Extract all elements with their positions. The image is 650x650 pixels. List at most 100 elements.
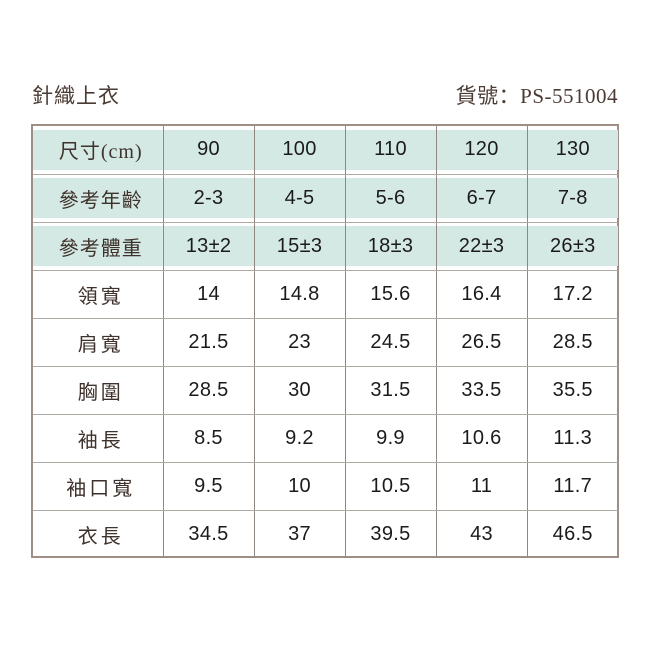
measurement-value: 31.5 [370,378,411,401]
measurement-cell: 37 [254,510,346,558]
measurement-cell: 24.5 [345,318,437,367]
measurement-cell: 8.5 [163,414,255,463]
measurement-value: 15.6 [370,282,411,305]
measurement-value: 17.2 [552,282,593,305]
size-label: 120 [464,138,499,161]
row-label-cell: 袖長 [33,414,164,463]
measurement-cell: 43 [436,510,528,558]
size-table-container: 尺寸(cm) 90 100 110 120 130 參考年齡 2-3 4-5 5-6 6-7 7-8 參… [31,124,619,558]
measurement-value: 28.5 [188,378,229,401]
measurement-cell: 9.2 [254,414,346,463]
measurement-value: 8.5 [194,426,223,449]
measurement-value: 28.5 [552,330,593,353]
size-header-cell: 100 [254,126,346,175]
size-header-cell: 90 [163,126,255,175]
measurement-cell: 28.5 [163,366,255,415]
measurement-cell: 34.5 [163,510,255,558]
measurement-cell: 18±3 [345,222,437,271]
table-row: 胸圍 28.5 30 31.5 33.5 35.5 [33,366,618,415]
measurement-value: 5-6 [375,186,406,209]
measurement-value: 18±3 [367,234,414,257]
table-row: 袖長 8.5 9.2 9.9 10.6 11.3 [33,414,618,463]
measurement-cell: 39.5 [345,510,437,558]
measurement-cell: 15±3 [254,222,346,271]
row-label: 袖口寬 [66,477,136,500]
measurement-cell: 11 [436,462,528,511]
measurement-value: 11 [470,474,493,497]
table-row: 袖口寬 9.5 10 10.5 11 11.7 [33,462,618,511]
table-row: 參考年齡 2-3 4-5 5-6 6-7 7-8 [33,174,618,223]
size-table: 尺寸(cm) 90 100 110 120 130 參考年齡 2-3 4-5 5-6 6-7 7-8 參… [33,126,618,558]
measurement-cell: 10 [254,462,346,511]
size-label: 110 [374,138,407,161]
measurement-cell: 9.9 [345,414,437,463]
row-label: 領寬 [77,285,124,308]
measurement-value: 2-3 [193,186,224,209]
measurement-cell: 16.4 [436,270,528,319]
measurement-value: 13±2 [185,234,232,257]
row-label: 胸圍 [77,381,124,404]
measurement-cell: 11.7 [527,462,618,511]
row-label-cell: 胸圍 [33,366,164,415]
measurement-cell: 17.2 [527,270,618,319]
measurement-cell: 15.6 [345,270,437,319]
measurement-cell: 21.5 [163,318,255,367]
table-row: 領寬 14 14.8 15.6 16.4 17.2 [33,270,618,319]
measurement-value: 24.5 [370,330,411,353]
measurement-value: 14.8 [279,282,320,305]
row-label: 參考年齡 [58,189,143,212]
table-row: 衣長 34.5 37 39.5 43 46.5 [33,510,618,558]
measurement-value: 7-8 [557,186,588,209]
product-name: 針織上衣 [32,84,120,108]
measurement-value: 22±3 [458,234,505,257]
row-label-cell: 袖口寬 [33,462,164,511]
size-label: 130 [555,138,590,161]
measurement-value: 4-5 [284,186,315,209]
measurement-value: 34.5 [188,522,229,545]
row-label-cell: 參考年齡 [33,174,164,223]
item-code: 貨號：PS-551004 [455,84,618,108]
measurement-cell: 2-3 [163,174,255,223]
measurement-value: 10.5 [370,474,411,497]
measurement-value: 23 [288,330,311,353]
measurement-cell: 26.5 [436,318,528,367]
size-header-cell: 120 [436,126,528,175]
measurement-cell: 22±3 [436,222,528,271]
measurement-value: 33.5 [461,378,502,401]
measurement-value: 26±3 [549,234,596,257]
row-label: 尺寸(cm) [58,141,143,164]
measurement-value: 9.2 [285,426,314,449]
measurement-cell: 14.8 [254,270,346,319]
measurement-cell: 30 [254,366,346,415]
measurement-cell: 7-8 [527,174,618,223]
measurement-cell: 31.5 [345,366,437,415]
row-label: 肩寬 [77,333,124,356]
row-label: 衣長 [77,525,124,548]
row-label-cell: 衣長 [33,510,164,558]
measurement-cell: 10.6 [436,414,528,463]
measurement-value: 43 [470,522,493,545]
measurement-cell: 13±2 [163,222,255,271]
row-label-cell: 尺寸(cm) [33,126,164,175]
measurement-cell: 26±3 [527,222,618,271]
measurement-cell: 9.5 [163,462,255,511]
measurement-value: 46.5 [552,522,593,545]
measurement-cell: 4-5 [254,174,346,223]
measurement-value: 9.9 [376,426,405,449]
measurement-cell: 11.3 [527,414,618,463]
measurement-value: 16.4 [461,282,502,305]
chart-header: 針織上衣 貨號：PS-551004 [32,78,618,112]
size-header-cell: 130 [527,126,618,175]
measurement-value: 14 [197,282,220,305]
table-header-row: 尺寸(cm) 90 100 110 120 130 [33,126,618,175]
size-label: 90 [197,138,220,161]
row-label-cell: 領寬 [33,270,164,319]
measurement-cell: 5-6 [345,174,437,223]
table-row: 肩寬 21.5 23 24.5 26.5 28.5 [33,318,618,367]
measurement-value: 21.5 [188,330,229,353]
row-label-cell: 參考體重 [33,222,164,271]
measurement-value: 11.7 [553,474,593,497]
measurement-cell: 6-7 [436,174,528,223]
measurement-value: 6-7 [466,186,497,209]
